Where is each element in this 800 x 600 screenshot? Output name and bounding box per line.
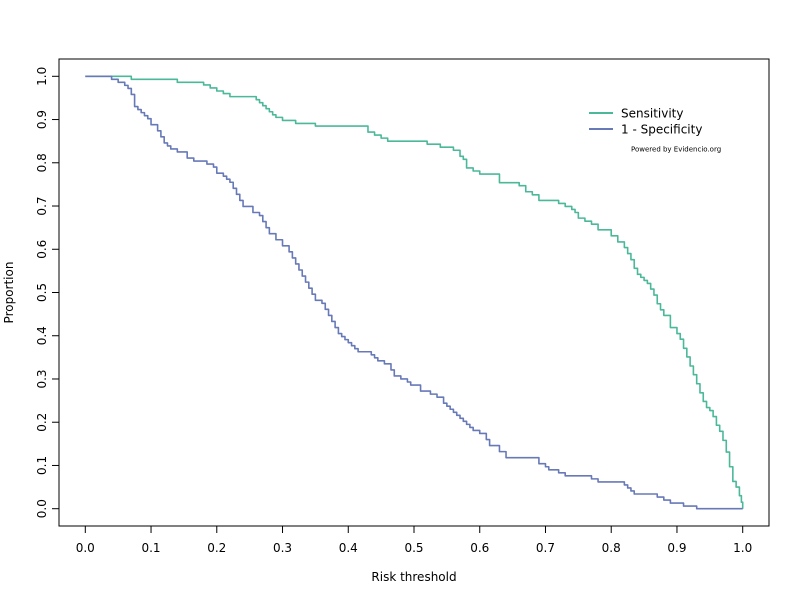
legend-label-sensitivity: Sensitivity [621,107,683,121]
y-tick-label: 0.4 [35,326,49,345]
legend: Sensitivity 1 - Specificity Powered by E… [589,107,721,154]
x-tick-label: 0.7 [536,541,555,555]
x-tick-label: 0.3 [273,541,292,555]
legend-label-specificity: 1 - Specificity [621,123,702,137]
y-tick-label: 0.0 [35,499,49,518]
x-tick-label: 0.4 [339,541,358,555]
x-tick-label: 0.6 [470,541,489,555]
x-axis: 0.0 0.1 0.2 0.3 0.4 0.5 0.6 0.7 0.8 0.9 1.0 [76,525,752,555]
x-tick-label: 0.2 [207,541,226,555]
y-tick-label: 0.8 [35,153,49,172]
y-tick-label: 0.3 [35,369,49,388]
y-tick-label: 1.0 [35,67,49,86]
y-tick-label: 0.2 [35,413,49,432]
y-tick-label: 0.6 [35,240,49,259]
x-tick-label: 0.1 [141,541,160,555]
y-tick-label: 0.7 [35,196,49,215]
x-tick-label: 0.8 [602,541,621,555]
series-layer [85,75,744,510]
y-axis-title: Proportion [2,262,16,324]
y-tick-label: 0.9 [35,110,49,129]
x-tick-label: 0.0 [76,541,95,555]
y-axis: 0.0 0.1 0.2 0.3 0.4 0.5 0.6 0.7 0.8 0.9 1.0 [35,67,60,518]
x-tick-label: 1.0 [733,541,752,555]
specificity-line [85,75,743,510]
y-tick-label: 0.5 [35,283,49,302]
x-tick-label: 0.9 [667,541,686,555]
y-ticks: 0.0 0.1 0.2 0.3 0.4 0.5 0.6 0.7 0.8 0.9 1.0 [35,67,59,518]
credit-annotation: Powered by Evidencio.org [631,146,721,154]
x-tick-label: 0.5 [404,541,423,555]
x-ticks: 0.0 0.1 0.2 0.3 0.4 0.5 0.6 0.7 0.8 0.9 1.0 [76,526,752,555]
sensitivity-line [85,75,744,509]
x-axis-title: Risk threshold [371,570,456,584]
y-tick-label: 0.1 [35,456,49,475]
